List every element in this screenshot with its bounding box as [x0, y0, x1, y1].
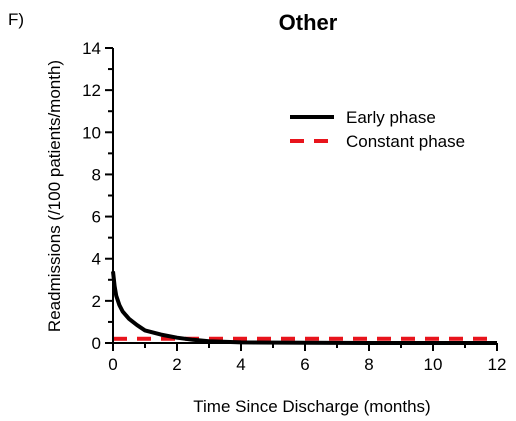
chart-title: Other [279, 10, 338, 35]
series-layer [111, 271, 497, 345]
legend-label: Early phase [346, 108, 436, 127]
y-tick-label: 8 [92, 165, 101, 184]
y-tick-label: 10 [82, 123, 101, 142]
x-tick-label: 12 [488, 355, 507, 374]
x-tick-label: 4 [236, 355, 245, 374]
x-tick-label: 0 [108, 355, 117, 374]
x-axis-label: Time Since Discharge (months) [193, 397, 430, 416]
y-tick-label: 6 [92, 208, 101, 227]
x-tick-label: 10 [424, 355, 443, 374]
x-tick-label: 6 [300, 355, 309, 374]
y-tick-label: 0 [92, 334, 101, 353]
y-tick-label: 4 [92, 250, 101, 269]
y-tick-label: 2 [92, 292, 101, 311]
y-tick-label: 12 [82, 81, 101, 100]
y-tick-label: 14 [82, 39, 101, 58]
series-line-early-phase [111, 271, 497, 345]
legend-label: Constant phase [346, 132, 465, 151]
x-tick-label: 8 [364, 355, 373, 374]
legend: Early phase Constant phase [290, 108, 465, 151]
panel-label: F) [8, 10, 24, 29]
x-ticks: 0 2 4 6 8 10 12 [108, 343, 506, 374]
x-tick-label: 2 [172, 355, 181, 374]
y-ticks: 0 2 4 6 8 10 12 14 [82, 39, 113, 353]
y-axis-label: Readmissions (/100 patients/month) [45, 60, 64, 332]
